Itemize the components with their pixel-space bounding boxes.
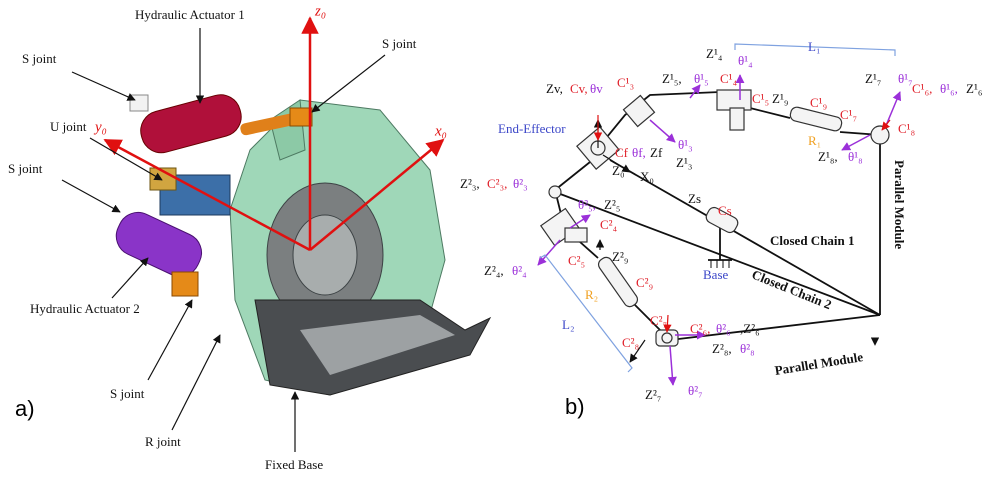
joint-label: θ²₈ <box>740 341 755 356</box>
joint-label: C¹₉ <box>810 95 827 110</box>
cad-render <box>105 18 490 395</box>
joint-label: θ²₇ <box>688 383 703 398</box>
callout: Hydraulic Actuator 1 <box>135 7 245 22</box>
joints <box>541 90 889 346</box>
joint-label: C¹₇ <box>840 107 857 122</box>
callout: S joint <box>8 161 43 176</box>
module-label: Parallel Module <box>774 349 865 378</box>
callout: S joint <box>110 386 145 401</box>
base-label: Base <box>703 267 729 282</box>
joint-label: Z²₃, <box>460 176 480 191</box>
joint-label: C²₃, <box>487 176 507 191</box>
joint-label: Z¹₇ <box>865 71 881 86</box>
joint-label: ,Z²₆ <box>740 321 760 336</box>
panel-label: a) <box>15 396 35 421</box>
joint-label: Cf <box>615 145 629 160</box>
joint-label: Zv, <box>546 81 563 96</box>
frame-label: Z₀ <box>612 163 624 178</box>
joint-label: C¹₆, <box>912 81 932 96</box>
joint-label: C¹₈ <box>898 121 915 136</box>
joint-label: C¹₅ <box>752 91 769 106</box>
joint-label: C¹₄ <box>720 71 738 86</box>
joint-label: Z¹₄ <box>706 46 723 61</box>
joint-label: C²₉ <box>636 275 653 290</box>
link-length: L₁ <box>808 39 820 54</box>
joint-label: Z¹₅, <box>662 71 682 86</box>
joint-label: Z²₇ <box>645 387 661 402</box>
joint-label: θ²₄ <box>512 263 527 278</box>
joint-label: C²₅ <box>568 253 585 268</box>
joint-label: Z¹₃ <box>676 155 692 170</box>
callout: U joint <box>50 119 87 134</box>
figure: z₀ y₀ x₀ Hydraulic Actuator 1 S joint S … <box>0 0 995 480</box>
joint-label: Z²₈, <box>712 341 732 356</box>
joint-label: C²₈ <box>622 335 639 350</box>
joint-label: θ²₃ <box>513 176 528 191</box>
joint-label: θ¹₄ <box>738 53 753 68</box>
joint-label: θ¹₃ <box>678 137 693 152</box>
link-length: L₂ <box>562 317 574 332</box>
callout: R joint <box>145 434 181 449</box>
joint-label: C²₄ <box>600 217 618 232</box>
chain-label: Closed Chain 1 <box>770 233 855 248</box>
joint-label: C²₇ <box>650 313 667 328</box>
joint-label: Cs <box>718 203 732 218</box>
joint-label: θ¹₇ <box>898 71 913 86</box>
joint-label: C²₆, <box>690 321 710 336</box>
joint-label: θ¹₈ <box>848 149 863 164</box>
joint-label: R₁ <box>808 133 821 148</box>
joint-label: Z²₄, <box>484 263 504 278</box>
joint-label: Z¹₈, <box>818 149 838 164</box>
axis-label: z₀ <box>314 3 326 19</box>
joint-label: Z¹₆ <box>966 81 982 96</box>
joint-label: θv <box>590 81 603 96</box>
joint-label: θ¹₆, <box>940 81 958 96</box>
callout: Hydraulic Actuator 2 <box>30 301 140 316</box>
callout: Fixed Base <box>265 457 323 472</box>
module-label: Parallel Module <box>892 160 907 249</box>
joint-label: Cv, <box>570 81 588 96</box>
joint-label: θ¹₅ <box>694 71 709 86</box>
callout: S joint <box>382 36 417 51</box>
callout: S joint <box>22 51 57 66</box>
joint-label: Z²₉ <box>612 249 628 264</box>
joint-label: R₂ <box>585 287 598 302</box>
axis-label: x₀ <box>434 123 447 139</box>
joint-label: θf, <box>632 145 646 160</box>
joint-label: θ²₆ <box>716 321 731 336</box>
chain-label: Closed Chain 2 <box>750 267 834 313</box>
end-effector-label: End-Effector <box>498 121 566 136</box>
joint-label: Zs <box>688 191 701 206</box>
joint-label: Z¹₉ <box>772 91 788 106</box>
joint-label: C¹₃ <box>617 75 634 90</box>
joint-label: θ²₅, <box>578 197 596 212</box>
panel-label: b) <box>565 394 585 419</box>
frame-label: X₀ <box>640 169 654 184</box>
axis-label: y₀ <box>93 119 107 135</box>
joint-label: Zf <box>650 145 663 160</box>
joint-label: Z²₅ <box>604 197 620 212</box>
